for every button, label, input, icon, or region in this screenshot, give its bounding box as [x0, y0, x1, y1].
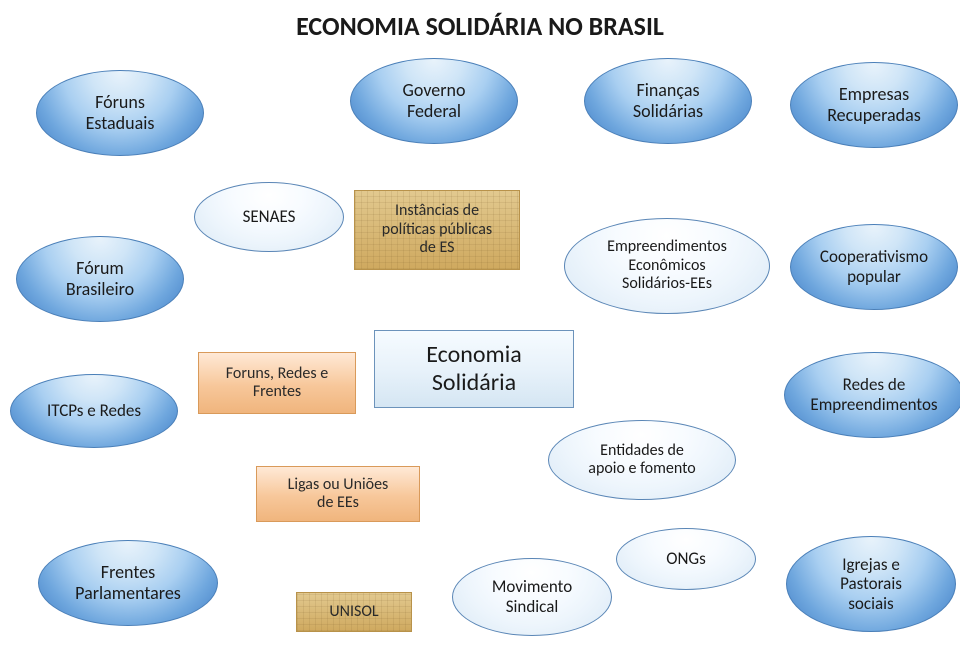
node-unisol: UNISOL	[296, 592, 412, 632]
node-empreendimentos-ees: Empreendimentos Econômicos Solidários-EE…	[564, 218, 770, 314]
node-instancias: Instâncias de políticas públicas de ES	[354, 190, 520, 270]
node-label-entidades-apoio: Entidades de apoio e fomento	[588, 442, 695, 479]
node-label-movimento-sindical: Movimento Sindical	[492, 577, 572, 616]
node-label-ligas-unioes: Ligas ou Uniões de EEs	[288, 476, 389, 513]
node-senaes: SENAES	[194, 182, 344, 252]
node-cooperativismo: Cooperativismo popular	[790, 224, 958, 310]
node-label-instancias: Instâncias de políticas públicas de ES	[382, 202, 492, 257]
node-foruns-estaduais: Fóruns Estaduais	[36, 70, 204, 156]
node-financas-solidarias: Finanças Solidárias	[584, 58, 752, 144]
node-empresas-recuperadas: Empresas Recuperadas	[790, 62, 958, 148]
node-governo-federal: Governo Federal	[350, 58, 518, 144]
page-title: ECONOMIA SOLIDÁRIA NO BRASIL	[0, 10, 960, 42]
node-movimento-sindical: Movimento Sindical	[452, 558, 612, 636]
node-ligas-unioes: Ligas ou Uniões de EEs	[256, 466, 420, 522]
node-entidades-apoio: Entidades de apoio e fomento	[548, 420, 736, 500]
node-label-senaes: SENAES	[243, 207, 296, 227]
central-label-text: Economia Solidária	[426, 341, 521, 396]
node-ongs: ONGs	[616, 528, 756, 590]
diagram-canvas: { "title": { "text": "ECONOMIA SOLIDÁRIA…	[0, 0, 960, 662]
node-label-foruns-estaduais: Fóruns Estaduais	[86, 92, 155, 133]
node-foruns-redes-frentes: Foruns, Redes e Frentes	[198, 352, 356, 414]
node-label-empresas-recuperadas: Empresas Recuperadas	[827, 84, 921, 125]
node-label-cooperativismo: Cooperativismo popular	[820, 247, 928, 286]
node-label-empreendimentos-ees: Empreendimentos Econômicos Solidários-EE…	[607, 238, 727, 293]
node-label-foruns-redes-frentes: Foruns, Redes e Frentes	[226, 365, 328, 402]
node-label-itcps-redes: ITCPs e Redes	[47, 401, 141, 421]
node-label-ongs: ONGs	[666, 549, 706, 569]
node-label-financas-solidarias: Finanças Solidárias	[633, 80, 703, 121]
node-label-redes-empreend: Redes de Empreendimentos	[810, 375, 937, 414]
node-label-frentes-parlamentares: Frentes Parlamentares	[75, 562, 181, 603]
node-label-igrejas-pastorais: Igrejas e Pastorais sociais	[840, 555, 902, 614]
central-label: Economia Solidária	[374, 330, 574, 408]
node-frentes-parlamentares: Frentes Parlamentares	[38, 540, 218, 626]
node-label-governo-federal: Governo Federal	[403, 80, 466, 121]
node-label-unisol: UNISOL	[329, 603, 378, 621]
node-igrejas-pastorais: Igrejas e Pastorais sociais	[786, 536, 956, 632]
node-label-forum-brasileiro: Fórum Brasileiro	[66, 258, 134, 299]
node-itcps-redes: ITCPs e Redes	[10, 374, 178, 448]
node-redes-empreend: Redes de Empreendimentos	[784, 352, 960, 438]
node-forum-brasileiro: Fórum Brasileiro	[16, 236, 184, 322]
